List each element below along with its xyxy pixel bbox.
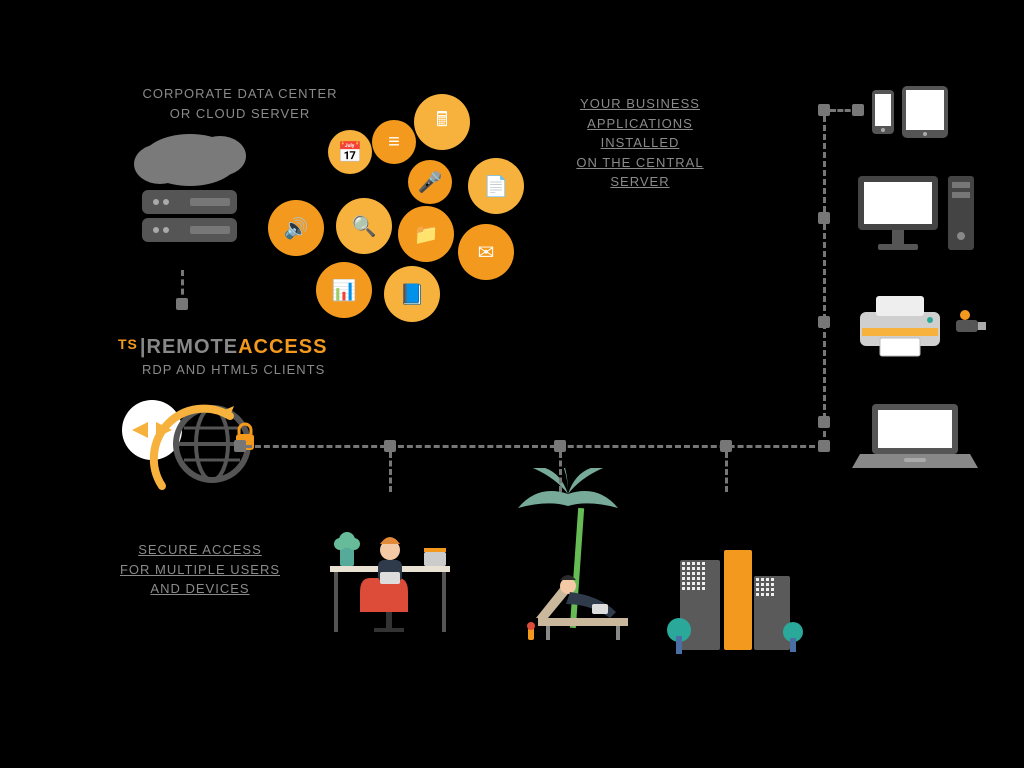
app-icon: ≡ [372,120,416,164]
app-icon: 📁 [398,206,454,262]
conn-node [818,212,830,224]
scene-office-buildings [670,520,810,660]
conn-node [818,104,830,116]
device-mobile-tablet [868,84,958,144]
device-desktop [852,170,982,270]
conn-node [176,298,188,310]
app-icon: ✉ [458,224,514,280]
brand-remoteaccess: TS|REMOTEACCESS [118,336,327,359]
conn-node [384,440,396,452]
label-datacenter: CORPORATE DATA CENTER OR CLOUD SERVER [120,84,360,123]
conn-node [818,316,830,328]
label-brand-sub: RDP AND HTML5 CLIENTS [142,362,325,377]
conn-node [720,440,732,452]
device-printer-usb [852,288,992,368]
label-secure: SECURE ACCESS FOR MULTIPLE USERS AND DEV… [100,540,300,599]
app-icon: 📊 [316,262,372,318]
app-icon: 📘 [384,266,440,322]
diagram-stage: { "labels":{ "datacenter":"CORPORATE DAT… [0,0,1024,768]
conn-node [818,416,830,428]
device-laptop [852,398,982,478]
app-icon: 📅 [328,130,372,174]
app-icon: 📄 [468,158,524,214]
scene-desk-worker [320,498,470,648]
app-icon: 🖩 [414,94,470,150]
label-apps: YOUR BUSINESS APPLICATIONS INSTALLED ON … [540,94,740,192]
conn-node [554,440,566,452]
app-icon: 🔍 [336,198,392,254]
app-icon: 🔊 [268,200,324,256]
app-icon: 🎤 [408,160,452,204]
scene-beach-worker [498,468,658,658]
cloud-server-icon [120,120,270,280]
conn-node [852,104,864,116]
conn-node [818,440,830,452]
conn-node [234,440,246,452]
